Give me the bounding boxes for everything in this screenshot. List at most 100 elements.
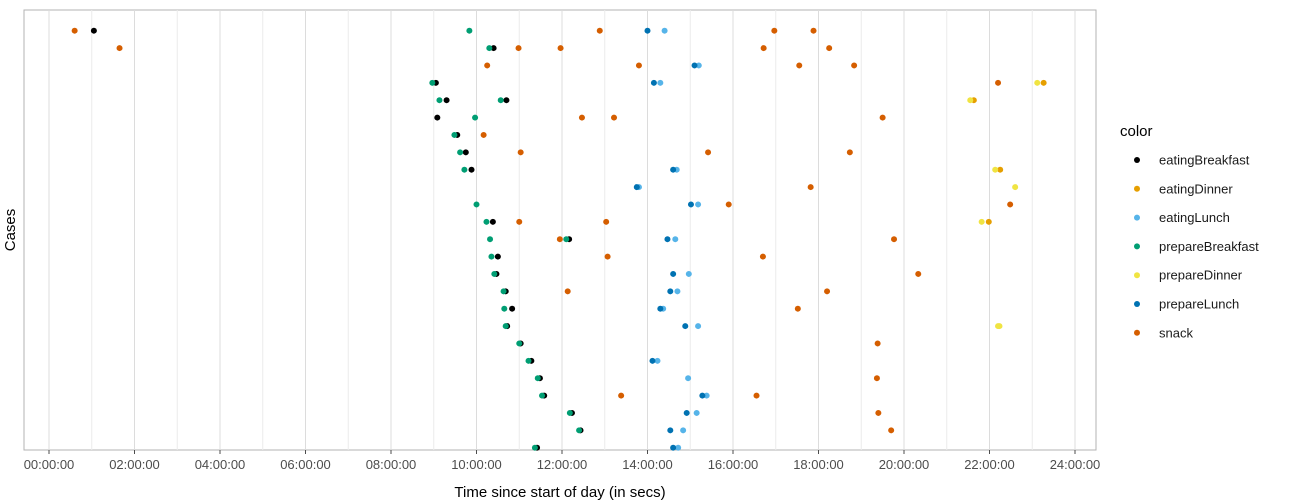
point-prepareBreakfast	[576, 427, 583, 434]
point-prepareBreakfast	[516, 340, 523, 347]
point-prepareLunch	[650, 79, 657, 86]
x-tick-label: 06:00:00	[280, 457, 331, 472]
point-snack	[618, 392, 625, 399]
point-snack	[759, 253, 766, 260]
point-prepareBreakfast	[466, 27, 473, 34]
point-snack	[760, 45, 767, 52]
point-prepareBreakfast	[488, 253, 495, 260]
point-eatingLunch	[703, 392, 710, 399]
point-prepareBreakfast	[472, 114, 479, 121]
point-prepareLunch	[667, 427, 674, 434]
point-prepareBreakfast	[500, 288, 507, 295]
point-snack	[888, 427, 895, 434]
data-points	[71, 27, 1047, 451]
point-eatingBreakfast	[462, 149, 469, 156]
point-snack	[725, 201, 732, 208]
point-prepareBreakfast	[497, 97, 504, 104]
point-prepareLunch	[644, 27, 651, 34]
point-snack	[71, 27, 78, 34]
point-snack	[1007, 201, 1014, 208]
point-prepareBreakfast	[436, 97, 443, 104]
point-snack	[824, 288, 831, 295]
point-prepareLunch	[667, 288, 674, 295]
point-snack	[851, 62, 858, 69]
point-snack	[807, 184, 814, 191]
point-snack	[480, 131, 487, 138]
point-snack	[556, 236, 563, 243]
x-tick-label: 12:00:00	[537, 457, 588, 472]
point-snack	[846, 149, 853, 156]
legend-title: color	[1120, 123, 1153, 140]
point-prepareBreakfast	[487, 236, 494, 243]
point-prepareDinner	[992, 166, 999, 173]
x-tick-label: 20:00:00	[879, 457, 930, 472]
point-eatingBreakfast	[494, 253, 501, 260]
point-eatingLunch	[685, 270, 692, 277]
point-eatingLunch	[685, 375, 692, 382]
point-snack	[891, 236, 898, 243]
point-eatingBreakfast	[434, 114, 441, 121]
legend-key-eatingBreakfast	[1134, 157, 1140, 163]
point-prepareLunch	[670, 270, 677, 277]
point-prepareDinner	[978, 218, 985, 225]
legend-label-eatingDinner: eatingDinner	[1159, 181, 1233, 196]
point-snack	[564, 288, 571, 295]
point-eatingLunch	[657, 79, 664, 86]
x-tick-label: 14:00:00	[622, 457, 673, 472]
x-axis-ticks: 00:00:00 02:00:00 04:00:00 06:00:00 08:00:00…	[24, 450, 1100, 472]
point-prepareBreakfast	[531, 444, 538, 451]
point-eatingLunch	[695, 201, 702, 208]
x-tick-label: 18:00:00	[793, 457, 844, 472]
x-tick-label: 10:00:00	[451, 457, 502, 472]
point-snack	[826, 45, 833, 52]
point-prepareDinner	[996, 323, 1003, 330]
point-prepareLunch	[649, 357, 656, 364]
point-eatingLunch	[680, 427, 687, 434]
point-prepareBreakfast	[525, 357, 532, 364]
point-eatingBreakfast	[503, 97, 510, 104]
legend-label-prepareBreakfast: prepareBreakfast	[1159, 239, 1259, 254]
point-snack	[604, 253, 611, 260]
point-snack	[915, 270, 922, 277]
point-snack	[484, 62, 491, 69]
x-tick-label: 04:00:00	[195, 457, 246, 472]
point-snack	[603, 218, 610, 225]
legend-label-prepareLunch: prepareLunch	[1159, 297, 1239, 312]
point-prepareLunch	[687, 201, 694, 208]
point-prepareBreakfast	[429, 79, 436, 86]
x-tick-label: 00:00:00	[24, 457, 75, 472]
legend-label-eatingLunch: eatingLunch	[1159, 210, 1230, 225]
point-eatingLunch	[674, 288, 681, 295]
point-snack	[515, 45, 522, 52]
point-eatingBreakfast	[443, 97, 450, 104]
point-eatingDinner	[985, 218, 992, 225]
point-prepareLunch	[633, 184, 640, 191]
x-tick-label: 16:00:00	[708, 457, 759, 472]
legend-key-eatingDinner	[1134, 185, 1140, 192]
point-snack	[875, 409, 882, 416]
legend-key-eatingLunch	[1134, 214, 1140, 221]
point-snack	[578, 114, 585, 121]
point-snack	[810, 27, 817, 34]
point-snack	[116, 45, 123, 52]
legend-key-prepareDinner	[1134, 272, 1140, 279]
x-tick-label: 02:00:00	[109, 457, 160, 472]
legend-key-prepareBreakfast	[1134, 243, 1140, 250]
point-eatingLunch	[693, 409, 700, 416]
point-prepareLunch	[670, 166, 677, 173]
gridlines	[48, 10, 1076, 450]
plot-panel	[23, 9, 1097, 451]
point-prepareBreakfast	[539, 392, 546, 399]
point-prepareLunch	[670, 444, 677, 451]
point-prepareLunch	[683, 409, 690, 416]
point-prepareBreakfast	[461, 166, 468, 173]
point-snack	[635, 62, 642, 69]
point-prepareBreakfast	[491, 270, 498, 277]
point-prepareBreakfast	[473, 201, 480, 208]
x-axis-title: Time since start of day (in secs)	[454, 484, 665, 501]
point-eatingLunch	[654, 357, 661, 364]
legend: color eatingBreakfast eatingDinner eatingL…	[1120, 123, 1259, 340]
point-prepareBreakfast	[534, 375, 541, 382]
point-snack	[796, 62, 803, 69]
